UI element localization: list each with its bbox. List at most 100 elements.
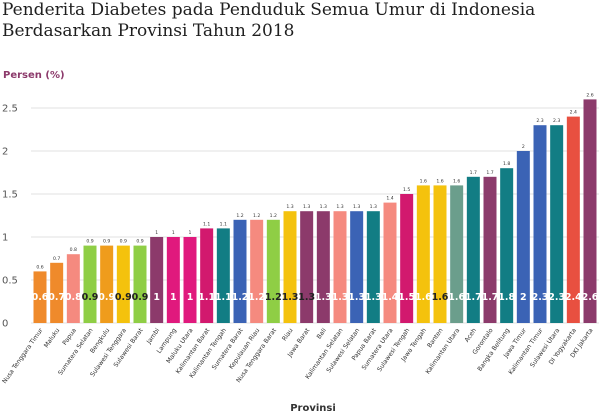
data-label-top: 2 (522, 144, 525, 150)
data-label-inside: 2.4 (565, 292, 582, 303)
bar (300, 211, 314, 323)
data-label-top: 1.7 (486, 170, 493, 176)
y-axis-ticks: 0 0.5 1 1.5 2 2.5 (2, 104, 18, 330)
bar (333, 211, 347, 323)
data-label-inside: 1.7 (465, 292, 482, 303)
bar (433, 185, 447, 323)
data-label-top: 1.1 (220, 221, 227, 227)
x-tick-label: Bali (316, 327, 328, 341)
bar (400, 194, 414, 323)
data-label-top: 1.3 (353, 204, 360, 210)
bar (133, 245, 147, 323)
data-label-top: 1.2 (270, 213, 277, 219)
y-tick-label: 1.5 (2, 190, 18, 201)
chart-title: Penderita Diabetes pada Penduduk Semua U… (2, 0, 597, 42)
bar (66, 254, 80, 323)
data-label-inside: 2 (520, 292, 527, 303)
data-label-top: 0.9 (120, 239, 127, 245)
data-label-inside: 1.5 (398, 292, 415, 303)
data-label-inside: 1.3 (348, 292, 365, 303)
data-label-top: 2.3 (536, 118, 543, 124)
bar (150, 237, 164, 323)
bar (466, 176, 480, 323)
data-label-inside: 2.3 (548, 292, 565, 303)
bar (583, 99, 597, 324)
data-label-inside: 2.3 (532, 292, 549, 303)
data-label-inside: 1.3 (332, 292, 349, 303)
data-label-top: 1.7 (470, 170, 477, 176)
bar (416, 185, 430, 323)
data-label-inside: 0.9 (115, 292, 132, 303)
bar (83, 245, 97, 323)
data-label-top: 1.6 (436, 178, 443, 184)
data-label-inside: 1.2 (248, 292, 265, 303)
data-label-top: 1.3 (303, 204, 310, 210)
bars (33, 99, 597, 324)
bar (50, 262, 64, 323)
y-tick-label: 0 (2, 319, 8, 330)
data-label-top: 1.3 (286, 204, 293, 210)
data-label-inside: 1.1 (198, 292, 215, 303)
data-label-top: 1.2 (236, 213, 243, 219)
bar (216, 228, 230, 323)
data-label-inside: 0.6 (32, 292, 49, 303)
data-label-inside: 1.7 (482, 292, 499, 303)
y-tick-label: 2 (2, 147, 8, 158)
data-label-top: 1.1 (203, 221, 210, 227)
y-tick-label: 0.5 (2, 276, 18, 287)
bar (283, 211, 297, 323)
data-label-inside: 1.6 (448, 292, 465, 303)
bar (200, 228, 214, 323)
data-label-inside: 2.6 (582, 292, 599, 303)
chart-title-line-1: Penderita Diabetes pada Penduduk Semua U… (2, 0, 536, 20)
data-label-inside: 0.7 (48, 292, 65, 303)
x-tick-label: Maluku (43, 327, 61, 349)
x-tick-label: Riau (281, 327, 295, 342)
y-tick-label: 1 (2, 233, 8, 244)
bar (366, 211, 380, 323)
x-tick-label: Nusa Tenggara Timur (1, 327, 45, 385)
data-label-top: 1.6 (420, 178, 427, 184)
bar (266, 219, 280, 323)
bar (116, 245, 130, 323)
data-label-top: 0.9 (136, 239, 143, 245)
bar (566, 116, 580, 323)
chart-title-line-2: Berdasarkan Provinsi Tahun 2018 (2, 21, 295, 41)
bar (233, 219, 247, 323)
data-label-inside: 1.3 (365, 292, 382, 303)
data-label-top: 1.2 (253, 213, 260, 219)
bar (250, 219, 264, 323)
data-label-inside: 1.3 (298, 292, 315, 303)
data-label-inside: 1.4 (382, 292, 399, 303)
x-axis-title: Provinsi (290, 403, 336, 413)
x-tick-label: Kalimantan Utara (425, 327, 462, 376)
x-tick-label: Aceh (463, 327, 478, 344)
bar (550, 125, 564, 323)
data-label-inside: 1.2 (232, 292, 249, 303)
data-label-top: 0.9 (86, 239, 93, 245)
x-tick-label: Papua (61, 327, 78, 347)
data-label-inside: 0.9 (98, 292, 115, 303)
data-label-top: 1.8 (503, 161, 510, 167)
data-label-top: 2.3 (553, 118, 560, 124)
data-label-top: 2.4 (570, 110, 577, 116)
data-label-top: 1 (189, 230, 192, 236)
data-label-top: 1 (155, 230, 158, 236)
data-label-inside: 0.9 (82, 292, 99, 303)
grid-lines (31, 107, 599, 324)
data-label-inside: 0.8 (65, 292, 82, 303)
bar (516, 151, 530, 323)
bar (483, 176, 497, 323)
data-label-inside: 1 (187, 292, 194, 303)
data-label-inside: 1 (170, 292, 177, 303)
data-label-inside: 1.3 (315, 292, 332, 303)
data-label-top: 1 (172, 230, 175, 236)
data-label-top: 0.7 (53, 256, 60, 262)
bar (350, 211, 364, 323)
y-tick-label: 2.5 (2, 104, 18, 115)
data-label-inside: 1.2 (265, 292, 282, 303)
data-label-top: 1.5 (403, 187, 410, 193)
bar (33, 271, 47, 323)
